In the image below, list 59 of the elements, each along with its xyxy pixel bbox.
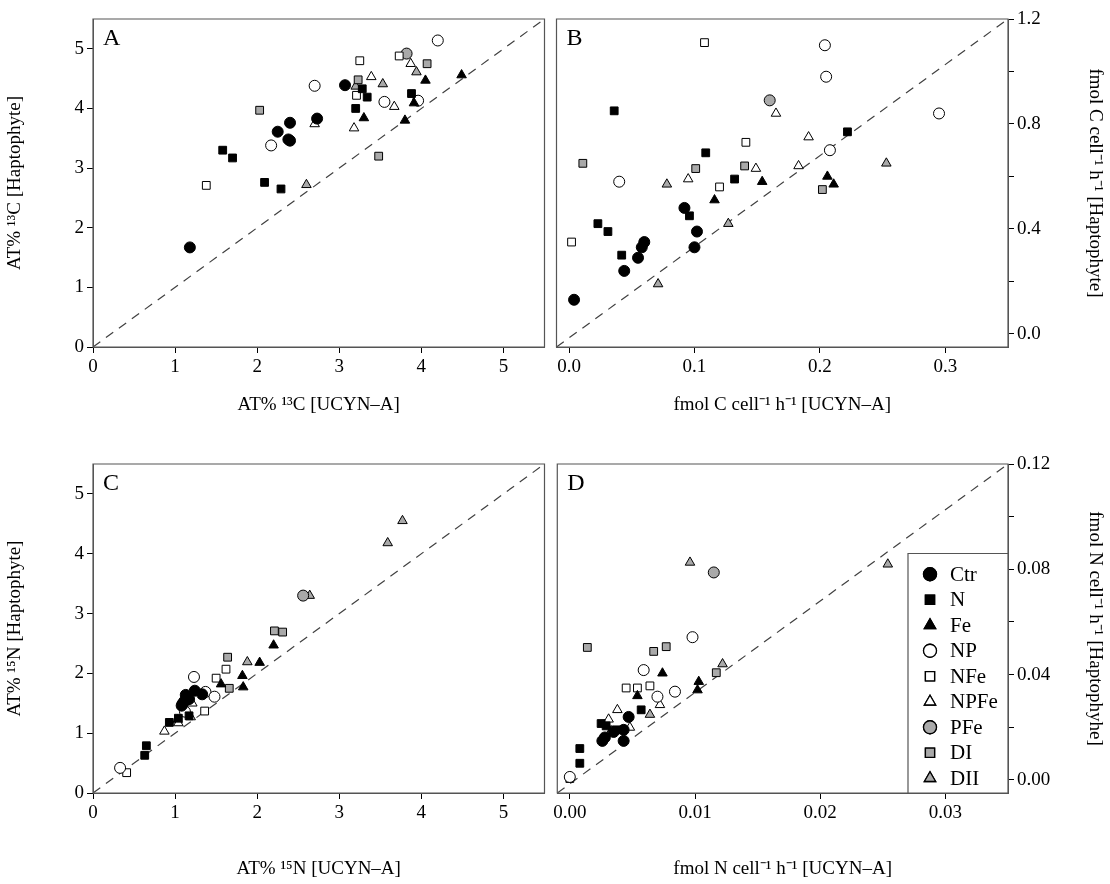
x-tick-label: 0.1	[682, 355, 707, 377]
legend-label: N	[950, 587, 966, 612]
annotation: B	[566, 24, 583, 51]
y2-tick-label: 1.2	[1017, 6, 1041, 28]
legend-label: Fe	[950, 612, 971, 637]
y-tick-label: 2	[74, 661, 84, 683]
x-tick-label: 4	[416, 355, 427, 377]
x-tick-label: 5	[498, 801, 509, 823]
x-axis-title: AT% ¹⁵N [UCYN–A]	[236, 856, 401, 878]
y-tick-label: 1	[74, 275, 84, 297]
y2-tick-label: 0.08	[1017, 557, 1051, 579]
x-tick-label: 3	[334, 801, 345, 823]
y2-tick-label: 0.04	[1017, 662, 1051, 684]
legend-label: NFe	[950, 663, 987, 688]
x-tick-label: 2	[252, 355, 262, 377]
y-axis-title: AT% ¹³C [Haptophyte]	[3, 96, 25, 270]
y-tick-label: 3	[74, 156, 84, 178]
x-tick-label: 4	[416, 801, 427, 823]
x-axis-title: fmol N cell⁻¹ h⁻¹ [UCYN–A]	[673, 856, 892, 878]
y2-axis-title: fmol C cell⁻¹ h⁻¹ [Haptophyte]	[1085, 68, 1107, 298]
y2-tick-label: 0.0	[1017, 321, 1041, 343]
y-tick-label: 1	[74, 721, 84, 743]
x-tick-label: 0.0	[557, 355, 581, 377]
legend-label: PFe	[950, 714, 983, 739]
y-tick-label: 2	[74, 215, 84, 237]
y-tick-label: 5	[74, 36, 84, 58]
x-tick-label: 0.00	[553, 801, 587, 823]
legend-label: Ctr	[950, 561, 977, 586]
legend-label: DI	[950, 740, 973, 765]
legend-label: DII	[950, 765, 980, 790]
y2-tick-label: 0.4	[1017, 216, 1042, 238]
y2-tick-label: 0.00	[1017, 767, 1051, 789]
y2-tick-label: 0.8	[1017, 111, 1041, 133]
y-tick-label: 0	[74, 780, 84, 802]
x-tick-label: 0.03	[928, 801, 963, 823]
x-tick-label: 0.02	[803, 801, 837, 823]
y-tick-label: 4	[74, 96, 85, 118]
x-tick-label: 0.01	[678, 801, 712, 823]
y-tick-label: 5	[74, 481, 84, 503]
y2-axis-title: fmol N cell⁻¹ h⁻¹ [Haptophyhe]	[1085, 511, 1107, 746]
x-tick-label: 0.2	[808, 355, 832, 377]
x-axis-title: AT% ¹³C [UCYN–A]	[237, 392, 400, 414]
x-tick-label: 2	[252, 801, 262, 823]
y2-tick-label: 0.12	[1017, 451, 1051, 473]
annotation: C	[103, 469, 120, 496]
y-tick-label: 0	[74, 334, 84, 356]
y-axis-title: AT% ¹⁵N [Haptophyte]	[3, 540, 25, 717]
annotation: D	[567, 469, 585, 496]
x-tick-label: 3	[334, 355, 345, 377]
x-axis-title: fmol C cell⁻¹ h⁻¹ [UCYN–A]	[673, 392, 892, 414]
x-tick-label: 1	[170, 355, 180, 377]
annotation: A	[103, 24, 121, 51]
x-tick-label: 5	[498, 355, 509, 377]
x-tick-label: 0.3	[933, 355, 958, 377]
legend-label: NPFe	[950, 689, 998, 714]
legend-label: NP	[950, 638, 977, 663]
y-tick-label: 4	[74, 541, 85, 563]
x-tick-label: 1	[170, 801, 180, 823]
y-tick-label: 3	[74, 601, 84, 623]
